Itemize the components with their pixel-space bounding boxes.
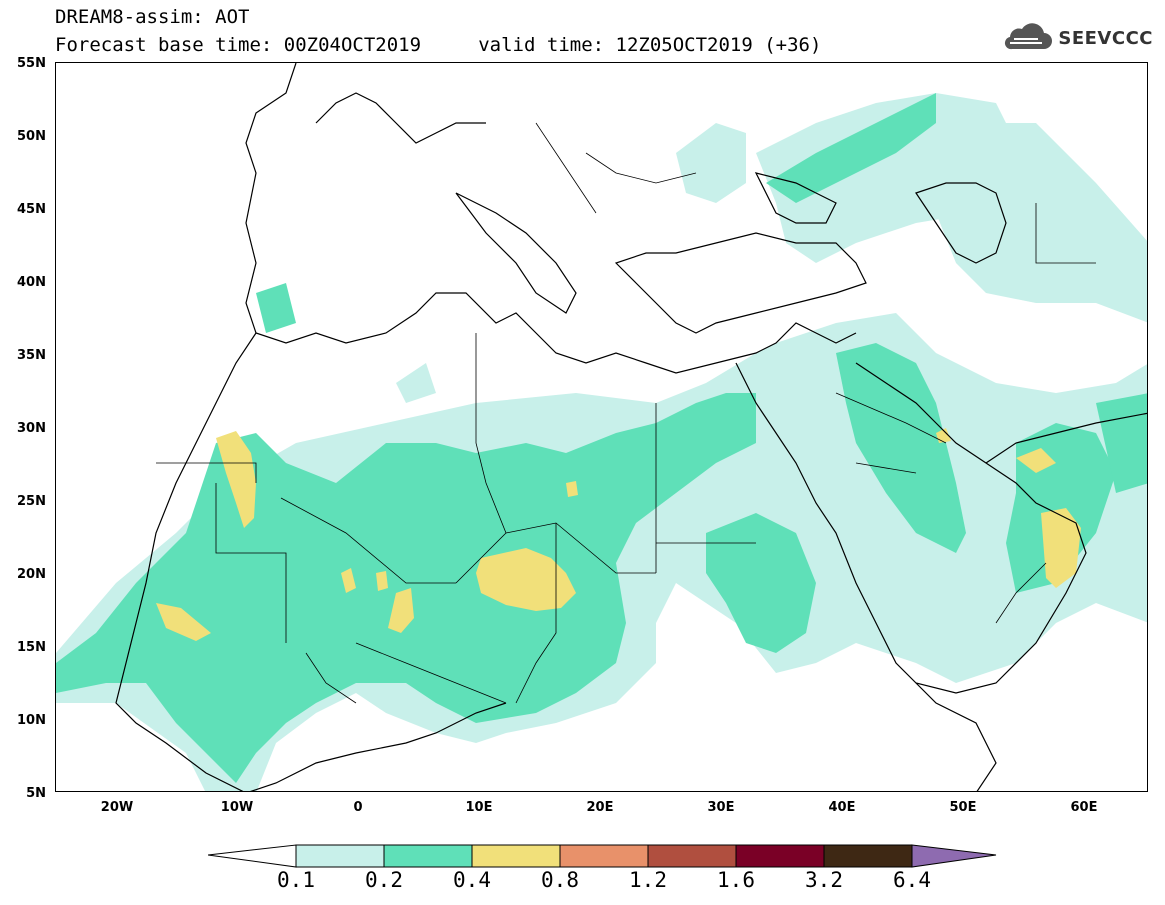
lon-label-10w: 10W — [220, 800, 254, 815]
forecast-time-line: Forecast base time: 00Z04OCT2019 valid t… — [55, 34, 822, 56]
colorbar-label-1.2: 1.2 — [629, 868, 667, 892]
lat-label-35n: 35N — [17, 348, 46, 363]
lat-label-20n: 20N — [17, 567, 46, 582]
lat-label-5n: 5N — [26, 786, 46, 801]
logo-text: SEEVCCC — [1058, 27, 1153, 49]
seevccc-logo: SEEVCCC — [1002, 22, 1153, 54]
lat-label-15n: 15N — [17, 640, 46, 655]
colorbar-low-arrow — [208, 844, 297, 868]
lon-label-0: 0 — [353, 800, 363, 815]
aot-map — [55, 62, 1148, 792]
lat-label-55n: 55N — [17, 56, 46, 71]
lon-label-10e: 10E — [465, 800, 493, 815]
colorbar-label-0.4: 0.4 — [453, 868, 491, 892]
lon-label-20w: 20W — [100, 800, 134, 815]
colorbar-bin-3.2 — [823, 844, 913, 868]
colorbar-label-6.4: 6.4 — [893, 868, 931, 892]
lat-label-30n: 30N — [17, 421, 46, 436]
lat-label-45n: 45N — [17, 202, 46, 217]
aot-field-0.4 — [156, 428, 1081, 641]
colorbar-high-arrow — [911, 844, 997, 868]
map-canvas — [56, 63, 1147, 791]
lat-label-40n: 40N — [17, 275, 46, 290]
country-borders — [156, 122, 1096, 704]
map-title: DREAM8-assim: AOT — [55, 6, 250, 28]
colorbar-bin-0.4 — [471, 844, 561, 868]
coastlines — [115, 63, 1147, 791]
colorbar-label-3.2: 3.2 — [805, 868, 843, 892]
aot-field-0.2 — [56, 93, 1147, 783]
colorbar-bin-0.1 — [295, 844, 385, 868]
lon-label-40e: 40E — [828, 800, 856, 815]
colorbar-bin-1.2 — [647, 844, 737, 868]
colorbar-label-0.1: 0.1 — [277, 868, 315, 892]
lon-label-30e: 30E — [707, 800, 735, 815]
lon-label-60e: 60E — [1070, 800, 1098, 815]
colorbar-label-0.2: 0.2 — [365, 868, 403, 892]
lat-label-50n: 50N — [17, 129, 46, 144]
lat-label-25n: 25N — [17, 494, 46, 509]
colorbar-bin-0.2 — [383, 844, 473, 868]
cloud-icon — [1005, 23, 1053, 50]
lon-label-50e: 50E — [949, 800, 977, 815]
colorbar-bin-0.8 — [559, 844, 649, 868]
colorbar-label-1.6: 1.6 — [717, 868, 755, 892]
lat-label-10n: 10N — [17, 713, 46, 728]
colorbar-bin-1.6 — [735, 844, 825, 868]
aot-colorbar — [208, 844, 997, 868]
colorbar-label-0.8: 0.8 — [541, 868, 579, 892]
lon-label-20e: 20E — [586, 800, 614, 815]
